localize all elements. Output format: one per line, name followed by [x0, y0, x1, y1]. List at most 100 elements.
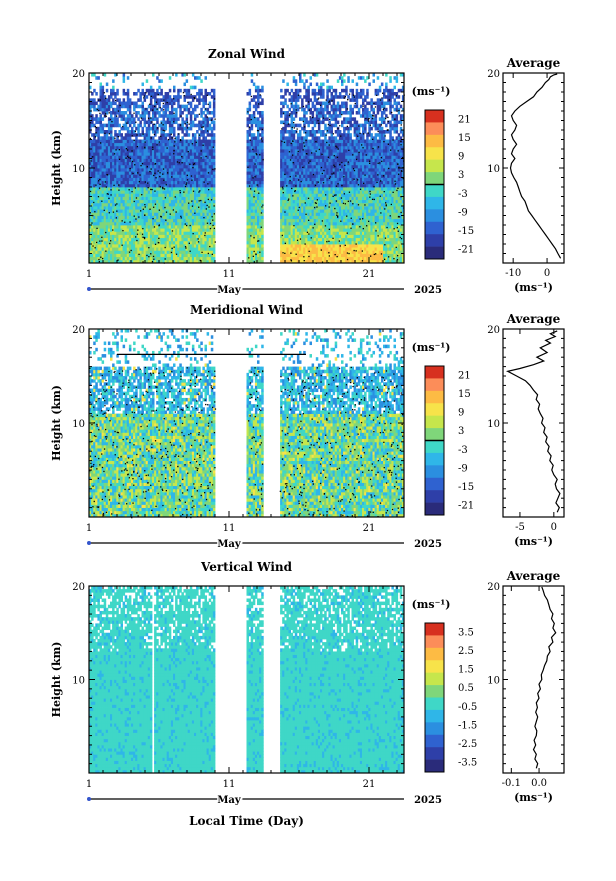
- heatmap-cell: [103, 206, 107, 210]
- heatmap-cell: [89, 174, 92, 178]
- heatmap-cell: [338, 130, 342, 134]
- heatmap-cell: [152, 237, 155, 242]
- heatmap-cell: [101, 228, 105, 232]
- heatmap-cell: [158, 202, 161, 207]
- heatmap-cell: [154, 228, 157, 232]
- heatmap-cell: [122, 256, 126, 261]
- heatmap-cell: [147, 145, 151, 150]
- heatmap-cell: [164, 199, 168, 204]
- heatmap-cell: [296, 104, 300, 109]
- heatmap-cell: [185, 183, 189, 188]
- heatmap-cell: [210, 130, 214, 134]
- heatmap-cell: [322, 111, 325, 115]
- heatmap-cell: [294, 82, 298, 87]
- heatmap-cell: [110, 101, 113, 106]
- heatmap-cell: [166, 209, 170, 213]
- heatmap-cell: [124, 190, 128, 194]
- heatmap-cell: [143, 111, 147, 115]
- heatmap-cell: [97, 244, 100, 248]
- heatmap-cell: [149, 177, 153, 182]
- heatmap-cell: [189, 231, 193, 235]
- heatmap-cell: [105, 168, 109, 172]
- heatmap-cell: [189, 114, 193, 118]
- heatmap-cell: [149, 180, 153, 185]
- heatmap-cell: [116, 259, 119, 264]
- heatmap-cell: [89, 171, 92, 175]
- heatmap-cell: [154, 240, 157, 245]
- heatmap-cell: [145, 152, 149, 156]
- heatmap-cell: [101, 95, 105, 99]
- heatmap-cell: [164, 152, 168, 156]
- heatmap-cell: [149, 240, 153, 245]
- heatmap-cell: [99, 158, 102, 163]
- heatmap-cell: [97, 120, 100, 125]
- heatmap-cell: [105, 133, 109, 137]
- heatmap-cell: [145, 240, 149, 245]
- heatmap-cell: [103, 225, 107, 229]
- heatmap-cell: [152, 130, 155, 134]
- heatmap-cell: [257, 98, 260, 102]
- heatmap-cell: [187, 88, 191, 93]
- heatmap-cell: [105, 174, 109, 178]
- heatmap-cell: [135, 104, 138, 109]
- heatmap-cell: [326, 95, 329, 99]
- heatmap-cell: [95, 145, 98, 150]
- heatmap-cell: [154, 142, 157, 147]
- heatmap-cell: [107, 190, 111, 194]
- heatmap-cell: [120, 114, 123, 118]
- heatmap-cell: [147, 199, 151, 204]
- heatmap-cell: [299, 88, 302, 93]
- heatmap-cell: [107, 193, 111, 197]
- heatmap-cell: [194, 117, 197, 121]
- heatmap-cell: [131, 126, 134, 131]
- heatmap-cell: [112, 177, 115, 182]
- heatmap-cell: [170, 199, 174, 204]
- heatmap-cell: [284, 98, 287, 102]
- heatmap-cell: [97, 117, 100, 121]
- heatmap-cell: [149, 234, 153, 239]
- heatmap-cell: [158, 247, 161, 251]
- heatmap-cell: [147, 177, 151, 182]
- heatmap-cell: [168, 256, 172, 261]
- heatmap-cell: [181, 190, 184, 194]
- heatmap-cell: [141, 107, 144, 112]
- heatmap-cell: [116, 247, 119, 251]
- heatmap-cell: [143, 256, 147, 261]
- heatmap-cell: [135, 183, 138, 188]
- heatmap-cell: [175, 155, 178, 159]
- heatmap-cell: [93, 199, 96, 204]
- heatmap-cell: [145, 168, 149, 172]
- heatmap-cell: [147, 259, 151, 264]
- heatmap-cell: [133, 212, 136, 216]
- heatmap-cell: [135, 228, 138, 232]
- heatmap-cell: [97, 228, 100, 232]
- heatmap-cell: [97, 253, 100, 258]
- heatmap-cell: [124, 133, 128, 137]
- heatmap-cell: [89, 225, 92, 229]
- heatmap-cell: [175, 228, 178, 232]
- heatmap-cell: [189, 244, 193, 248]
- heatmap-cell: [189, 240, 193, 245]
- heatmap-cell: [168, 155, 172, 159]
- heatmap-cell: [336, 101, 340, 106]
- heatmap-cell: [137, 158, 140, 163]
- heatmap-cell: [128, 247, 132, 251]
- heatmap-cell: [330, 130, 333, 134]
- heatmap-cell: [95, 149, 98, 153]
- heatmap-cell: [154, 177, 157, 182]
- heatmap-cell: [141, 221, 144, 226]
- heatmap-cell: [133, 123, 136, 128]
- heatmap-cell: [135, 161, 138, 166]
- heatmap-cell: [152, 187, 155, 191]
- heatmap-cell: [160, 177, 163, 182]
- heatmap-cell: [152, 161, 155, 166]
- heatmap-cell: [160, 206, 163, 210]
- heatmap-cell: [162, 139, 165, 144]
- heatmap-cell: [95, 234, 98, 239]
- heatmap-cell: [149, 174, 153, 178]
- heatmap-cell: [149, 193, 153, 197]
- heatmap-cell: [118, 104, 121, 109]
- heatmap-cell: [93, 161, 96, 166]
- heatmap-cell: [166, 168, 170, 172]
- heatmap-cell: [173, 180, 176, 185]
